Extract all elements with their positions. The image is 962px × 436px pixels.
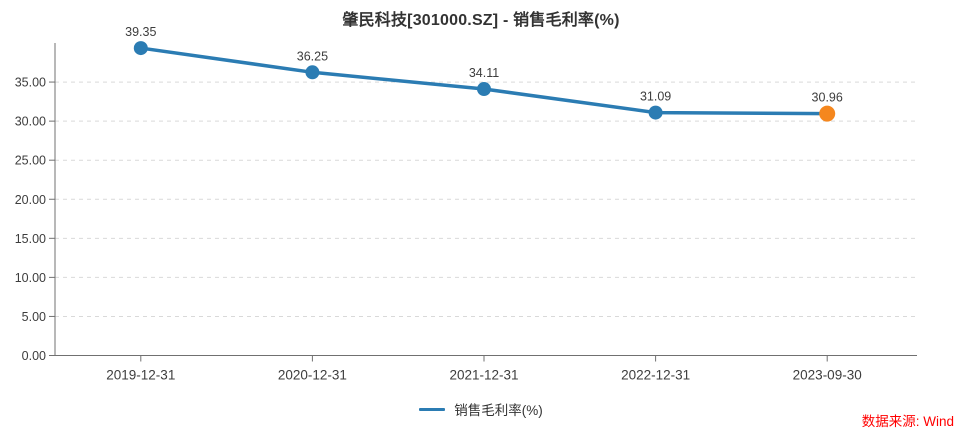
y-tick-label: 25.00: [15, 154, 46, 168]
y-tick-label: 20.00: [15, 193, 46, 207]
point-value-label: 31.09: [640, 90, 671, 104]
y-tick-label: 10.00: [15, 271, 46, 285]
data-point-latest: [819, 105, 836, 122]
point-value-label: 34.11: [469, 66, 499, 80]
chart-title: 肇民科技[301000.SZ] - 销售毛利率(%): [342, 12, 620, 29]
x-tick-label: 2022-12-31: [621, 368, 690, 383]
y-tick-label: 0.00: [22, 349, 46, 363]
legend-line-swatch: [419, 407, 446, 411]
data-point: [133, 41, 148, 56]
series-line: [139, 46, 829, 116]
x-tick-label: 2021-12-31: [449, 368, 518, 383]
x-tick-label: 2020-12-31: [278, 368, 347, 383]
y-tick-label: 5.00: [22, 310, 46, 324]
data-point: [305, 65, 320, 80]
point-value-label: 36.25: [297, 49, 328, 63]
y-tick-label: 15.00: [15, 232, 46, 246]
data-point: [648, 105, 663, 120]
point-value-label: 30.96: [812, 91, 843, 105]
data-source-note: 数据来源: Wind: [861, 414, 954, 429]
point-value-label: 39.35: [125, 25, 156, 39]
y-tick-label: 30.00: [15, 115, 46, 129]
x-tick-label: 2023-09-30: [793, 368, 862, 383]
data-point: [477, 82, 491, 97]
legend: 销售毛利率(%): [0, 399, 962, 419]
x-tick-label: 2019-12-31: [106, 368, 175, 383]
legend-label: 销售毛利率(%): [454, 403, 543, 418]
y-tick-label: 35.00: [15, 76, 46, 90]
